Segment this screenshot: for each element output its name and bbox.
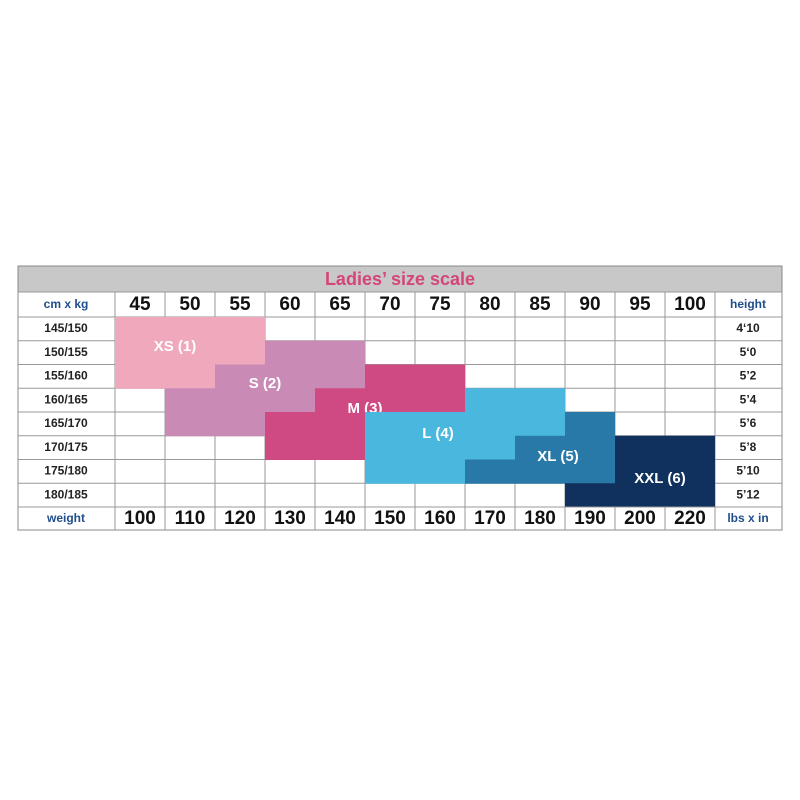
size-region	[365, 364, 465, 389]
lbs-label: 170	[474, 508, 506, 529]
size-region	[165, 388, 315, 413]
cm-label: 170/175	[44, 440, 88, 454]
kg-label: 55	[229, 294, 251, 315]
kg-label: 95	[629, 294, 651, 315]
size-region	[265, 340, 365, 365]
cm-label: 180/185	[44, 487, 88, 501]
kg-label: 100	[674, 294, 706, 315]
cm-label: 150/155	[44, 345, 88, 359]
kg-label: 60	[279, 294, 300, 315]
cm-label: 155/160	[44, 369, 88, 383]
size-region	[115, 317, 265, 342]
kg-label: 85	[529, 294, 551, 315]
kg-label: 50	[179, 294, 200, 315]
size-region	[115, 340, 265, 365]
footer-end: lbs x in	[727, 511, 768, 525]
lbs-label: 190	[574, 508, 606, 529]
header-end: height	[730, 297, 766, 311]
table-title: Ladies’ size scale	[325, 269, 475, 289]
size-label: XXL (6)	[634, 470, 685, 487]
cm-label: 160/165	[44, 392, 88, 406]
size-region	[365, 412, 565, 437]
height-label: 5’8	[740, 440, 757, 454]
kg-label: 80	[479, 294, 500, 315]
height-label: 5’4	[740, 392, 757, 406]
size-region	[465, 388, 565, 413]
size-region	[565, 412, 615, 437]
header-label: cm x kg	[44, 297, 89, 311]
lbs-label: 120	[224, 508, 256, 529]
cm-label: 165/170	[44, 416, 88, 430]
lbs-label: 160	[424, 508, 456, 529]
kg-label: 45	[129, 294, 151, 315]
lbs-label: 220	[674, 508, 706, 529]
size-region	[165, 412, 265, 437]
height-label: 5’10	[736, 464, 760, 478]
size-region	[265, 412, 365, 437]
size-region	[365, 435, 515, 460]
size-region	[565, 483, 715, 508]
cm-label: 175/180	[44, 464, 88, 478]
lbs-label: 130	[274, 508, 306, 529]
cm-label: 145/150	[44, 321, 88, 335]
lbs-label: 200	[624, 508, 656, 529]
kg-label: 75	[429, 294, 451, 315]
size-region	[315, 388, 465, 413]
height-label: 4‘10	[736, 321, 760, 335]
size-region	[615, 459, 715, 484]
size-label: L (4)	[422, 425, 453, 442]
size-region	[215, 364, 365, 389]
title-bar	[17, 265, 783, 293]
height-label: 5‘0	[740, 345, 757, 359]
size-label: S (2)	[249, 375, 282, 392]
size-region	[265, 435, 365, 460]
size-region	[465, 459, 615, 484]
size-region	[615, 435, 715, 460]
footer-label: weight	[46, 511, 85, 525]
size-label: XS (1)	[154, 338, 197, 355]
lbs-label: 150	[374, 508, 406, 529]
height-label: 5’12	[736, 487, 760, 501]
kg-label: 70	[379, 294, 400, 315]
height-label: 5’2	[740, 369, 757, 383]
kg-label: 65	[329, 294, 351, 315]
lbs-label: 110	[175, 508, 206, 529]
lbs-label: 140	[324, 508, 356, 529]
lbs-label: 180	[524, 508, 556, 529]
height-label: 5’6	[740, 416, 757, 430]
kg-label: 90	[579, 294, 600, 315]
size-region	[115, 364, 215, 389]
lbs-label: 100	[124, 508, 156, 529]
size-label: XL (5)	[537, 448, 578, 465]
size-region	[365, 459, 465, 484]
size-region	[515, 435, 615, 460]
